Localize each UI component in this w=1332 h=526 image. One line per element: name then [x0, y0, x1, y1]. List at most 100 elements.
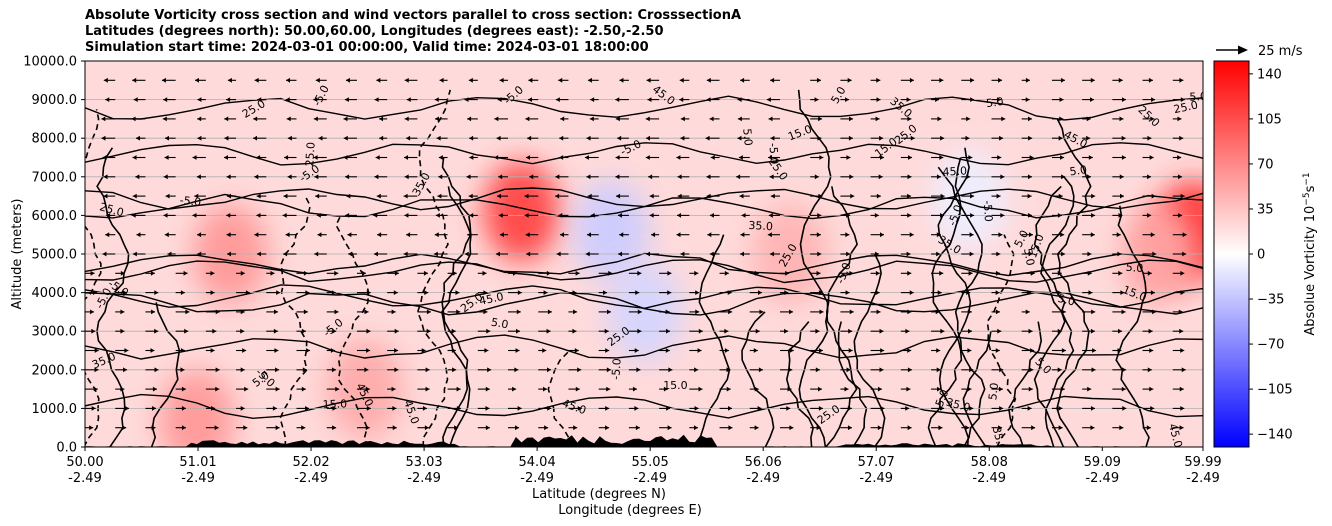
wind-vector-head [816, 77, 821, 83]
contour-line-14 [785, 321, 815, 447]
wind-vector-head [451, 328, 456, 334]
contour-label: 45.0 [1166, 422, 1185, 449]
wind-vector-head [464, 251, 469, 257]
chart-title-line-2: Latitudes (degrees north): 50.00,60.00, … [85, 24, 664, 39]
wind-vector-head [76, 78, 80, 83]
wind-vector-head [1086, 135, 1091, 141]
wind-vector-head [906, 251, 911, 257]
wind-vector-head [197, 232, 202, 238]
wind-vector-head [303, 309, 308, 315]
wind-vector-head [787, 386, 792, 392]
quiver-key: 25 m/s [1216, 44, 1303, 59]
wind-vector-head [676, 155, 681, 160]
wind-vector-head [211, 406, 216, 411]
wind-vector-head [618, 251, 623, 257]
colorbar-tick-label: 35 [1257, 202, 1274, 217]
wind-vector-head [1059, 116, 1064, 122]
wind-vector-head [215, 367, 220, 373]
wind-vector-head [438, 174, 443, 180]
wind-vector-head [164, 232, 169, 238]
wind-vector-head [937, 290, 942, 295]
x-tick-label-lat: 52.02 [292, 455, 329, 470]
wind-vector-head [818, 116, 823, 122]
wind-vector-head [909, 290, 914, 295]
contour-line-17 [698, 234, 731, 447]
wind-vector-head [694, 270, 699, 276]
wind-vector-head [257, 97, 262, 102]
wind-vector-head [1149, 348, 1154, 353]
wind-vector-head [819, 155, 824, 160]
wind-vector-head [215, 386, 220, 392]
wind-vector-head [905, 406, 910, 411]
colorbar-tick-label: −70 [1257, 338, 1284, 353]
contour-line-22 [1007, 321, 1043, 447]
contour-line-h-3 [85, 142, 1203, 166]
wind-vector-head [71, 232, 75, 237]
wind-vector-head [1146, 425, 1151, 431]
wind-vector-head [667, 425, 672, 431]
wind-vector-head [151, 425, 156, 431]
wind-vector-head [345, 77, 350, 83]
wind-vector-head [226, 174, 231, 180]
wind-vector-head [516, 309, 521, 315]
wind-vector-head [469, 213, 474, 218]
wind-vector-head [1118, 328, 1123, 334]
x-tick-label-lon: -2.49 [1186, 471, 1220, 486]
contour-label: 5.0 [1069, 163, 1088, 178]
wind-vector-head [1027, 116, 1032, 122]
wind-vector-head [1122, 367, 1127, 373]
wind-vector-head [120, 309, 125, 315]
wind-vector-head [301, 328, 306, 334]
wind-vector-head [968, 155, 973, 160]
wind-vector-head [404, 174, 409, 180]
wind-vector-head [698, 328, 703, 334]
wind-vector-head [784, 290, 789, 295]
wind-vector-head [818, 406, 823, 411]
wind-vector-head [512, 386, 517, 392]
wind-vector-head [680, 116, 685, 122]
wind-vector-head [698, 386, 703, 392]
wind-vector-head [125, 406, 130, 411]
wind-vector-head [1122, 406, 1127, 411]
wind-vector-head [558, 77, 563, 83]
wind-vector-head [151, 309, 156, 315]
wind-vector-head [970, 77, 975, 83]
x-tick-label-lat: 54.04 [519, 455, 556, 470]
wind-vector-head [495, 251, 500, 257]
x-tick-label-lon: -2.49 [181, 471, 215, 486]
wind-vector-head [966, 290, 971, 295]
x-tick-label-lon: -2.49 [746, 471, 780, 486]
wind-vector-head [1089, 97, 1094, 102]
wind-vector-head [909, 77, 914, 83]
wind-vector-head [376, 193, 381, 199]
wind-vector-head [586, 174, 591, 180]
contour-label: 35.0 [748, 219, 773, 233]
wind-vector-head [874, 213, 879, 218]
wind-vector-head [998, 232, 1003, 238]
wind-vector-head [467, 232, 472, 238]
wind-vector-head [710, 155, 715, 160]
wind-vector-head [969, 251, 974, 257]
wind-vector-head [1118, 270, 1123, 276]
wind-vector-head [106, 213, 111, 218]
wind-vector-head [456, 406, 461, 411]
wind-vector-head [154, 367, 159, 373]
wind-vector-head [438, 155, 443, 160]
wind-vector-head [516, 328, 521, 334]
wind-vector-head [1060, 77, 1065, 83]
wind-vector-head [197, 135, 202, 141]
wind-vector-head [404, 116, 409, 122]
wind-vector-head [996, 97, 1001, 102]
wind-vector-head [1057, 328, 1062, 334]
wind-vector-head [666, 328, 671, 334]
wind-vector-head [577, 367, 582, 373]
wind-vector-head [484, 348, 489, 353]
wind-vector-head [498, 174, 503, 180]
wind-vector-head [1178, 309, 1183, 315]
wind-vector-head [617, 135, 622, 141]
wind-vector-head [816, 425, 821, 431]
x-tick-label-lon: -2.49 [520, 471, 554, 486]
wind-vector-head [753, 348, 758, 353]
